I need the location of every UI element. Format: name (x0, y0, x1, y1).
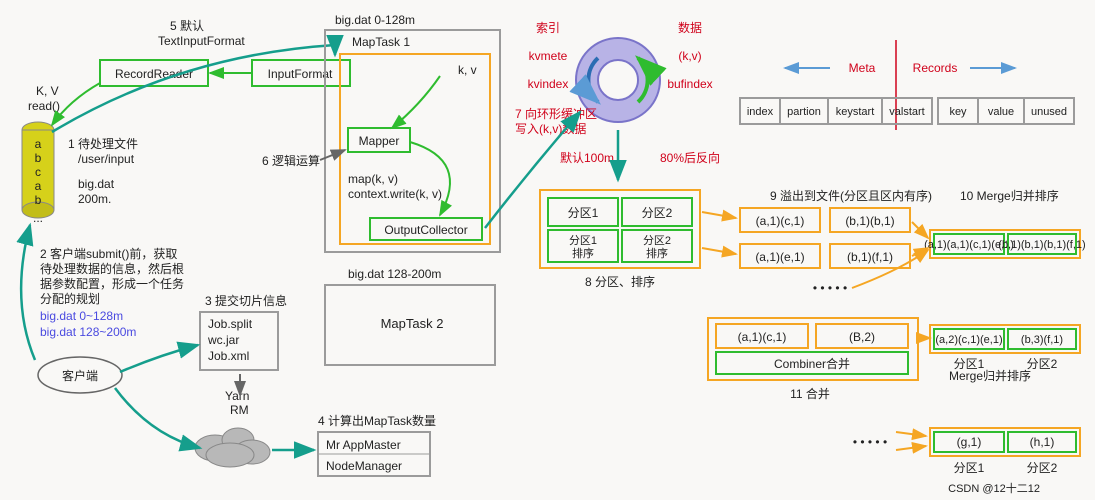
svg-text:7 向环形缓冲区: 7 向环形缓冲区 (515, 106, 597, 121)
svg-text:排序: 排序 (646, 246, 668, 260)
svg-text:6 逻辑运算: 6 逻辑运算 (262, 153, 320, 168)
svg-text:(B,2): (B,2) (849, 330, 875, 344)
svg-text:Job.split: Job.split (208, 317, 253, 331)
svg-text:(h,1): (h,1) (1030, 435, 1055, 449)
svg-text:Mapper: Mapper (359, 134, 400, 148)
svg-text:unused: unused (1031, 106, 1067, 118)
step4-title: 4 计算出MapTask数量 (318, 413, 436, 428)
svg-text:big.dat 128~200m: big.dat 128~200m (40, 325, 136, 339)
svg-text:索引: 索引 (536, 21, 560, 35)
svg-text:kvmete: kvmete (529, 49, 568, 63)
svg-text:keystart: keystart (836, 106, 875, 118)
svg-text:RM: RM (230, 403, 249, 417)
svg-text:(b,3)(f,1): (b,3)(f,1) (1021, 334, 1063, 346)
step1: 1 待处理文件 /user/input big.dat 200m. (68, 136, 138, 206)
svg-text:a: a (35, 137, 42, 151)
svg-text:OutputCollector: OutputCollector (384, 223, 467, 237)
svg-text:(a,1)(c,1): (a,1)(c,1) (738, 330, 787, 344)
svg-text:11 合并: 11 合并 (790, 386, 830, 401)
svg-text:默认100m: 默认100m (560, 150, 614, 165)
svg-text:(a,1)(e,1): (a,1)(e,1) (755, 250, 804, 264)
svg-text:Combiner合并: Combiner合并 (774, 356, 850, 371)
svg-text:...: ... (33, 211, 43, 225)
svg-text:index: index (747, 106, 774, 118)
svg-text:/user/input: /user/input (78, 152, 135, 166)
svg-text:bufindex: bufindex (667, 77, 712, 91)
svg-text:a: a (35, 179, 42, 193)
svg-text:客户端: 客户端 (62, 368, 98, 383)
svg-text:(k,v): (k,v) (678, 49, 701, 63)
svg-text:分区2: 分区2 (1027, 461, 1058, 475)
svg-text:分区2: 分区2 (643, 234, 671, 247)
svg-text:分配的规划: 分配的规划 (40, 291, 100, 306)
maptask1-title: big.dat 0-128m (335, 13, 415, 27)
svg-text:分区1: 分区1 (954, 461, 985, 475)
svg-text:kvindex: kvindex (528, 77, 569, 91)
svg-text:80%后反向: 80%后反向 (660, 150, 720, 165)
svg-text:(g,1): (g,1) (957, 435, 982, 449)
svg-text:context.write(k, v): context.write(k, v) (348, 187, 442, 201)
svg-text:b: b (35, 151, 42, 165)
svg-text:K, V: K, V (36, 84, 59, 98)
step5-title: 5 默认 (170, 18, 204, 33)
svg-text:Mr AppMaster: Mr AppMaster (326, 438, 401, 452)
svg-text:• • • • •: • • • • • (813, 281, 847, 295)
svg-text:MapTask 1: MapTask 1 (352, 35, 410, 49)
cloud-icon (195, 428, 270, 467)
svg-text:value: value (988, 106, 1014, 118)
svg-text:map(k, v): map(k, v) (348, 172, 398, 186)
svg-text:• • • • •: • • • • • (853, 435, 887, 449)
step9-title: 9 溢出到文件(分区且区内有序) (770, 188, 932, 203)
svg-text:排序: 排序 (572, 246, 594, 260)
svg-text:写入(k,v)数据: 写入(k,v)数据 (515, 121, 586, 136)
svg-text:1 待处理文件: 1 待处理文件 (68, 136, 138, 151)
svg-text:(a,1)(c,1): (a,1)(c,1) (756, 214, 805, 228)
svg-text:TextInputFormat: TextInputFormat (158, 34, 245, 48)
svg-text:待处理数据的信息，然后根: 待处理数据的信息，然后根 (40, 261, 184, 276)
svg-text:据参数配置，形成一个任务: 据参数配置，形成一个任务 (40, 276, 184, 291)
svg-text:big.dat: big.dat (78, 177, 115, 191)
step10-title: 10 Merge归并排序 (960, 188, 1059, 203)
svg-text:c: c (35, 165, 41, 179)
svg-text:Yarn: Yarn (225, 389, 249, 403)
step3-title: 3 提交切片信息 (205, 293, 287, 308)
meta-records-table: Meta Records index partion keystart vals… (740, 40, 1074, 130)
mapreduce-diagram: a b c a b ... K, V read() 1 待处理文件 /user/… (0, 0, 1095, 500)
svg-text:8 分区、排序: 8 分区、排序 (585, 274, 655, 289)
svg-text:分区1: 分区1 (569, 234, 597, 247)
svg-text:k, v: k, v (458, 63, 477, 77)
svg-text:InputFormat: InputFormat (268, 67, 333, 81)
watermark: CSDN @12十二12 (948, 481, 1040, 495)
svg-text:Job.xml: Job.xml (208, 349, 249, 363)
svg-text:2 客户端submit()前，获取: 2 客户端submit()前，获取 (40, 246, 177, 261)
svg-text:Meta: Meta (849, 61, 876, 75)
svg-text:(b,1)(f,1): (b,1)(f,1) (847, 250, 893, 264)
svg-text:200m.: 200m. (78, 192, 111, 206)
svg-text:key: key (949, 106, 967, 118)
svg-text:NodeManager: NodeManager (326, 459, 402, 473)
svg-text:wc.jar: wc.jar (207, 333, 239, 347)
svg-text:big.dat 0~128m: big.dat 0~128m (40, 309, 123, 323)
svg-text:(b,1)(b,1)(b,1)(f,1): (b,1)(b,1)(b,1)(f,1) (998, 239, 1085, 251)
svg-text:b: b (35, 193, 42, 207)
svg-text:partion: partion (787, 106, 821, 118)
svg-text:Records: Records (913, 61, 958, 75)
svg-text:分区2: 分区2 (642, 206, 673, 220)
svg-text:big.dat 128-200m: big.dat 128-200m (348, 267, 441, 281)
svg-text:MapTask 2: MapTask 2 (381, 316, 444, 331)
svg-text:valstart: valstart (889, 106, 924, 118)
svg-text:数据: 数据 (678, 20, 702, 35)
svg-text:read(): read() (28, 99, 60, 113)
svg-text:分区1: 分区1 (954, 357, 985, 371)
svg-text:(b,1)(b,1): (b,1)(b,1) (845, 214, 894, 228)
input-cylinder: a b c a b ... K, V read() (22, 84, 60, 225)
step2: 2 客户端submit()前，获取 待处理数据的信息，然后根 据参数配置，形成一… (40, 246, 184, 339)
svg-text:分区1: 分区1 (568, 206, 599, 220)
svg-text:(a,2)(c,1)(e,1): (a,2)(c,1)(e,1) (935, 334, 1002, 346)
svg-text:分区2: 分区2 (1027, 357, 1058, 371)
